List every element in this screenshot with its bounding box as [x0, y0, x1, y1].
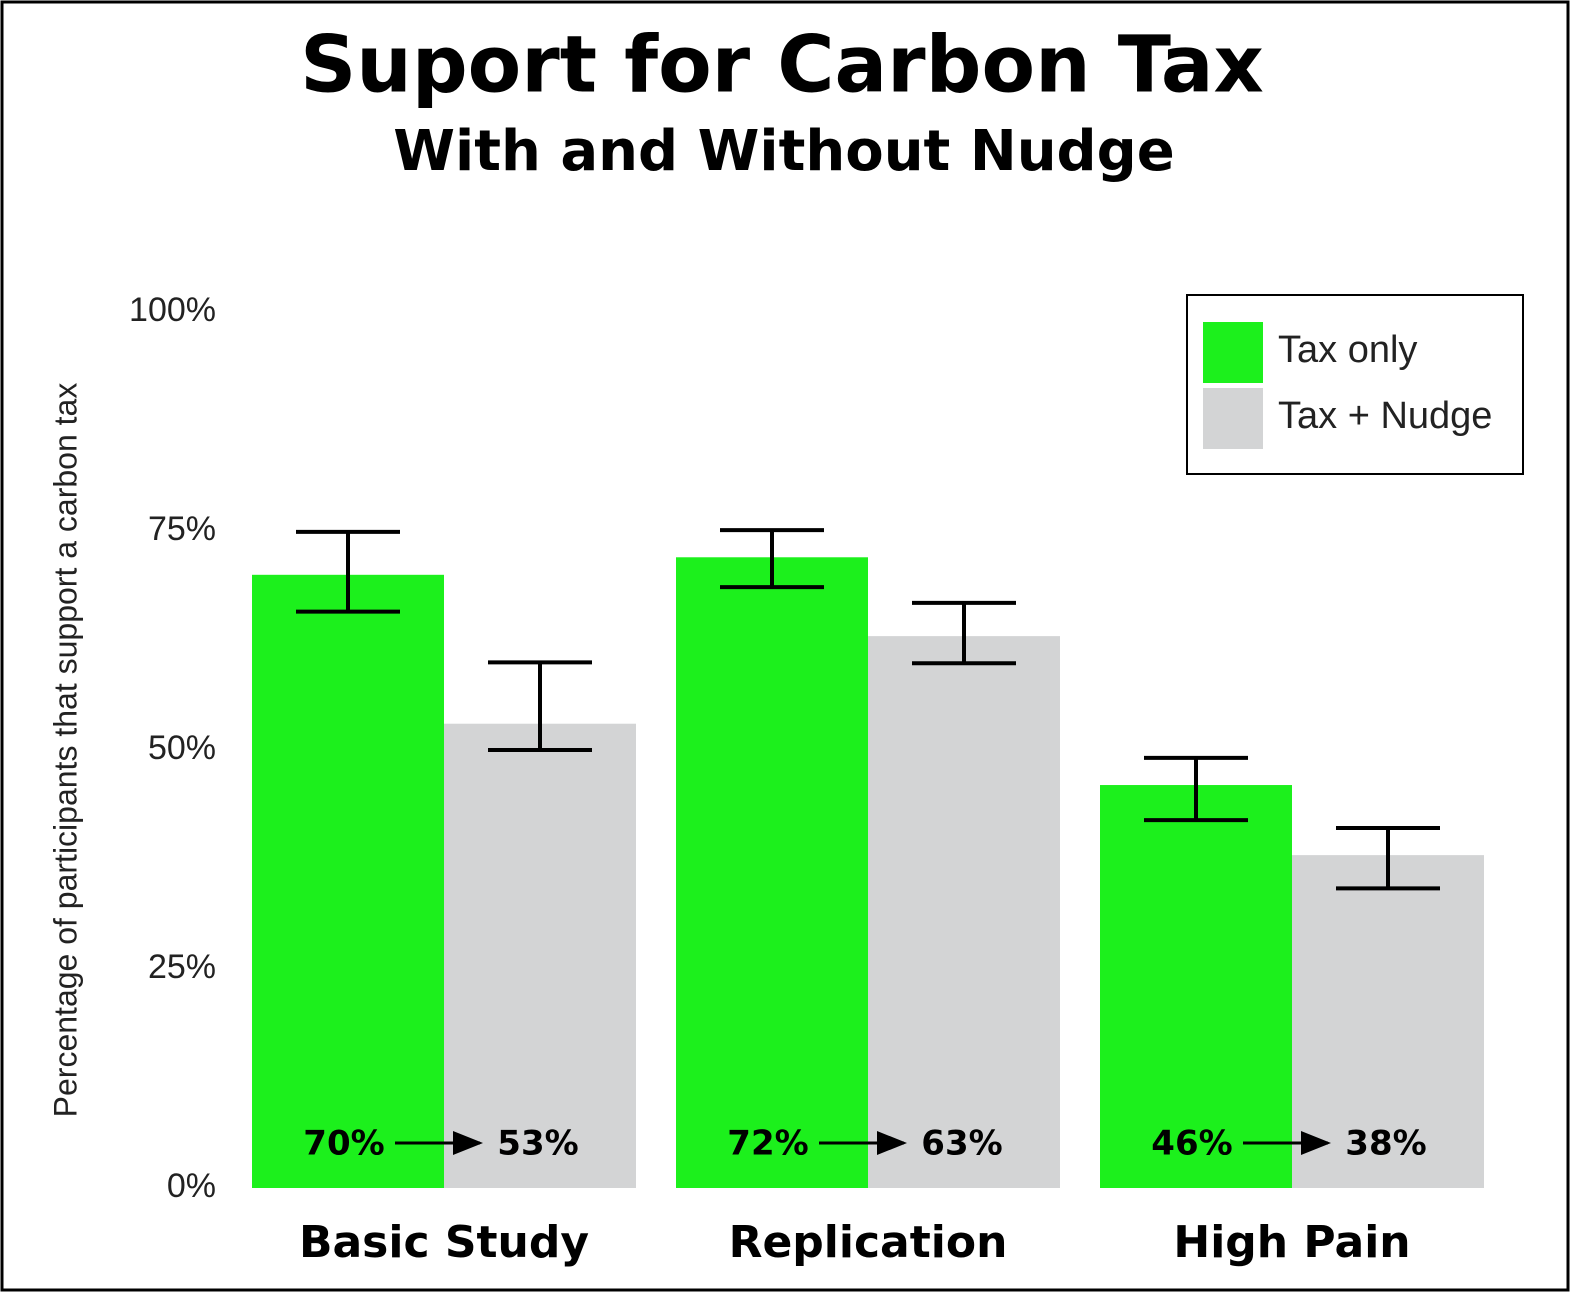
- value-label: 63%: [921, 1124, 1002, 1164]
- legend-label: Tax only: [1278, 329, 1417, 371]
- chart-title: Suport for Carbon Tax: [300, 20, 1264, 110]
- y-tick-label: 0%: [167, 1167, 216, 1205]
- error-bar: [488, 660, 592, 752]
- value-label: 72%: [727, 1124, 808, 1164]
- bar: [676, 557, 868, 1188]
- error-bar: [912, 600, 1016, 666]
- error-bar: [720, 528, 824, 590]
- y-tick-label: 50%: [148, 729, 216, 767]
- legend-swatch: [1203, 322, 1263, 383]
- x-tick-label: Replication: [729, 1217, 1008, 1268]
- bar: [868, 636, 1060, 1188]
- y-axis-label: Percentage of participants that support …: [47, 383, 83, 1118]
- legend-label: Tax + Nudge: [1278, 395, 1492, 437]
- value-label: 53%: [497, 1124, 578, 1164]
- value-label: 46%: [1151, 1124, 1232, 1164]
- error-bar: [1144, 755, 1248, 823]
- error-bar: [296, 529, 400, 614]
- legend-swatch: [1203, 388, 1263, 449]
- bar: [252, 574, 444, 1188]
- y-tick-label: 75%: [148, 510, 216, 548]
- bar: [1100, 785, 1292, 1188]
- chart-subtitle: With and Without Nudge: [393, 119, 1174, 184]
- value-label: 38%: [1345, 1124, 1426, 1164]
- x-tick-label: High Pain: [1173, 1217, 1410, 1268]
- y-tick-label: 100%: [129, 291, 216, 329]
- x-tick-label: Basic Study: [299, 1217, 589, 1268]
- value-label: 70%: [303, 1124, 384, 1164]
- bar: [444, 723, 636, 1188]
- y-tick-label: 25%: [148, 948, 216, 986]
- error-bar: [1336, 825, 1440, 891]
